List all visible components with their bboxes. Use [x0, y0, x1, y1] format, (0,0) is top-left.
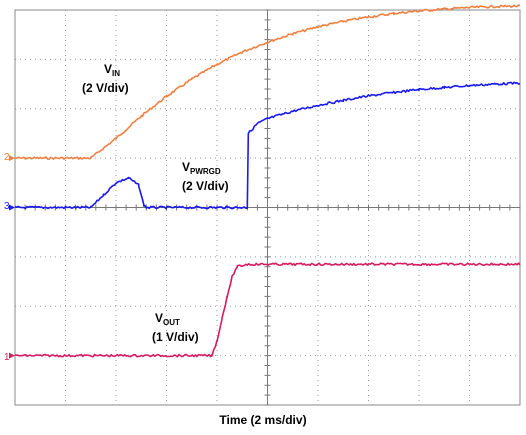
vout-label-sub: OUT: [163, 318, 180, 327]
vout-label: VOUT: [155, 311, 180, 327]
grid: [9, 9, 521, 406]
traces: [14, 4, 521, 358]
vpwrgd-label-sub: PWRGD: [190, 167, 221, 176]
channel-arrow-1: [9, 204, 15, 211]
vpwrgd-label: VPWRGD: [182, 160, 221, 176]
vin-scale: (2 V/div): [82, 81, 129, 95]
channel-arrow-0: [9, 155, 15, 162]
trace-in: [14, 4, 521, 160]
x-axis-label: Time (2 ms/div): [219, 413, 307, 427]
vout-channel-marker: 1: [4, 352, 10, 363]
vin-label: VIN: [104, 62, 120, 78]
vpwrgd-channel-marker: 3: [4, 201, 10, 212]
vin-channel-marker: 2: [4, 152, 10, 163]
channel-arrow-2: [9, 352, 15, 359]
vin-label-main: V: [104, 62, 112, 76]
vout-label-main: V: [155, 311, 163, 325]
vin-label-sub: IN: [112, 69, 120, 78]
vpwrgd-label-main: V: [182, 160, 190, 174]
trace-pwrgd: [14, 81, 521, 210]
vpwrgd-scale: (2 V/div): [182, 179, 229, 193]
vout-scale: (1 V/div): [152, 330, 199, 344]
trace-out: [14, 262, 521, 358]
